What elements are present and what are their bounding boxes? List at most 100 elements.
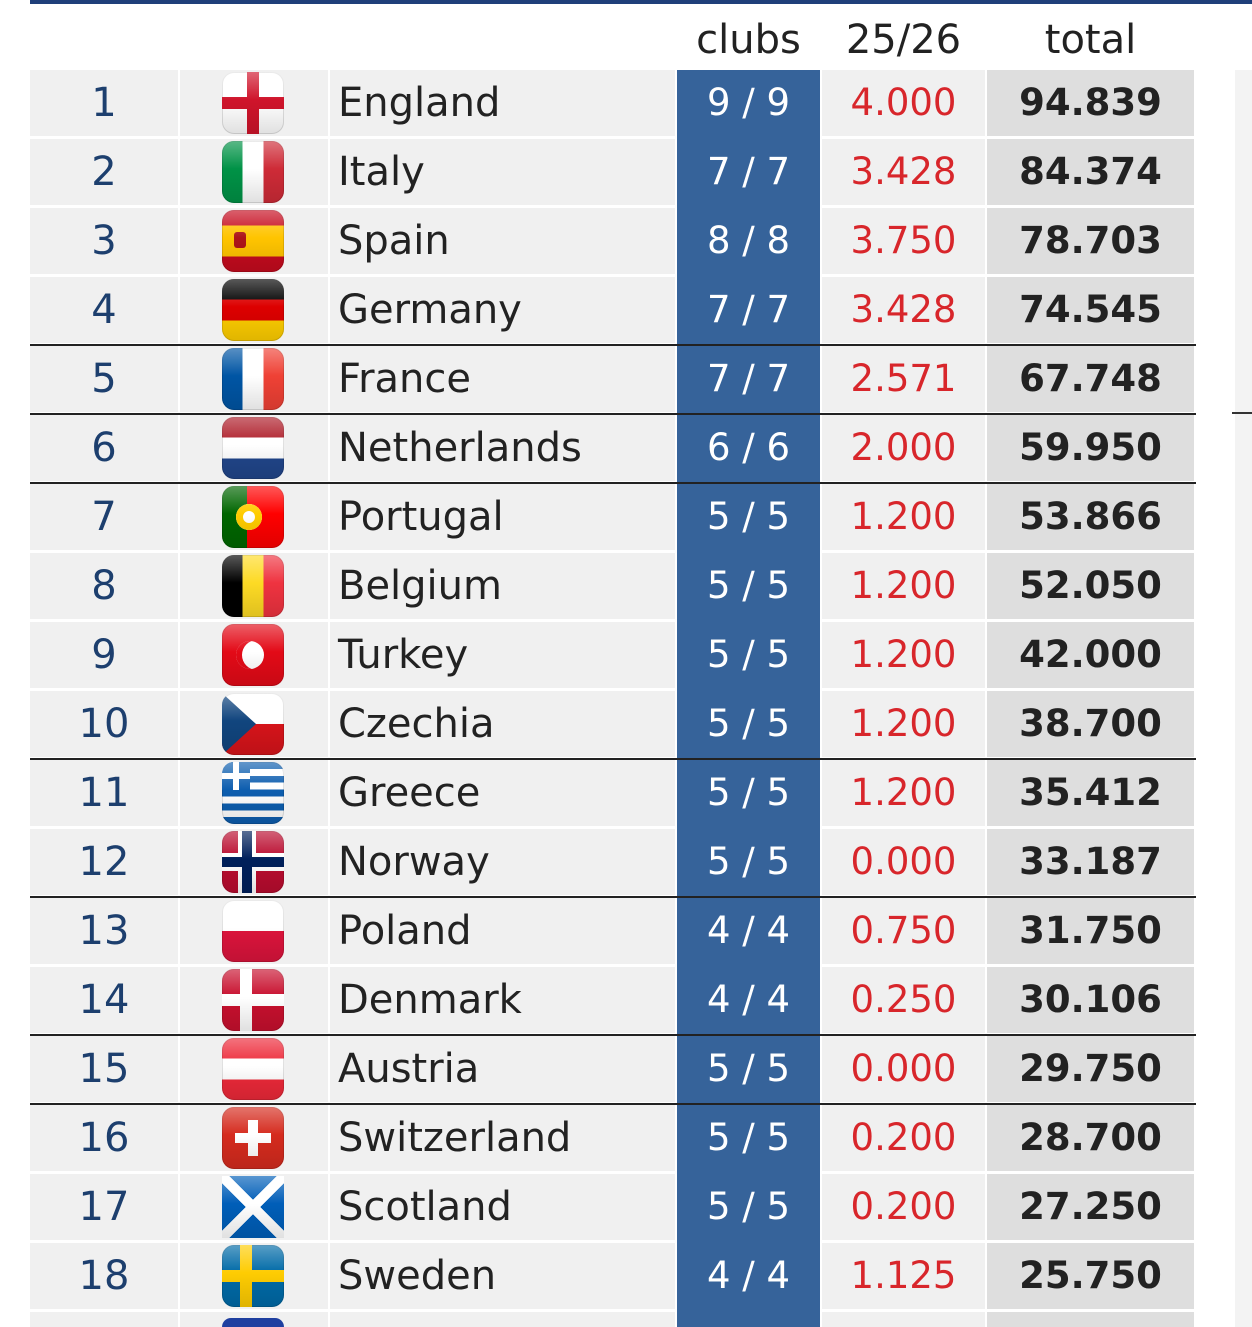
- flag-cell: [180, 760, 328, 826]
- flag-cell: [180, 1105, 328, 1171]
- country-name-cell[interactable]: Denmark: [330, 967, 675, 1033]
- table-row[interactable]: 15 Austria 5 / 5 0.000 29.750: [30, 1036, 1196, 1105]
- country-name[interactable]: Norway: [338, 839, 490, 885]
- clubs-cell: 7 / 7: [677, 139, 820, 208]
- table-row[interactable]: 12 Norway 5 / 5 0.000 33.187: [30, 829, 1196, 898]
- rank-cell: 13: [30, 898, 178, 964]
- flag-cell: [180, 1243, 328, 1309]
- country-name-cell[interactable]: Switzerland: [330, 1105, 675, 1171]
- country-name[interactable]: Turkey: [338, 632, 469, 678]
- season-points-cell: 0.200: [822, 1105, 985, 1171]
- country-name-cell[interactable]: Sweden: [330, 1243, 675, 1309]
- table-row[interactable]: 7 Portugal 5 / 5 1.200 53.866: [30, 484, 1196, 553]
- rank-cell: 18: [30, 1243, 178, 1309]
- table-row[interactable]: 6 Netherlands 6 / 6 2.000 59.950: [30, 415, 1196, 484]
- country-name[interactable]: Switzerland: [338, 1115, 572, 1161]
- table-row[interactable]: 18 Sweden 4 / 4 1.125 25.750: [30, 1243, 1196, 1312]
- season-points-cell: 0.750: [822, 898, 985, 964]
- table-header: clubs 25/26 total: [30, 4, 1196, 70]
- rank-cell: 9: [30, 622, 178, 688]
- season-points-cell: 3.750: [822, 208, 985, 274]
- country-name-cell[interactable]: England: [330, 70, 675, 136]
- clubs-cell: 5 / 5: [677, 553, 820, 622]
- country-name[interactable]: England: [338, 80, 501, 126]
- country-name[interactable]: Scotland: [338, 1184, 512, 1230]
- total-points-cell: 33.187: [987, 829, 1194, 895]
- country-name-cell[interactable]: Austria: [330, 1036, 675, 1102]
- flag-cell: [180, 553, 328, 619]
- country-name-cell[interactable]: Netherlands: [330, 415, 675, 481]
- table-row[interactable]: 16 Switzerland 5 / 5 0.200 28.700: [30, 1105, 1196, 1174]
- season-points-cell: 0.250: [822, 967, 985, 1033]
- table-row[interactable]: 10 Czechia 5 / 5 1.200 38.700: [30, 691, 1196, 760]
- season-points-cell: 1.200: [822, 553, 985, 619]
- row-separator: [30, 1034, 1196, 1036]
- country-name[interactable]: Austria: [338, 1046, 480, 1092]
- season-points-cell: 2.000: [822, 415, 985, 481]
- flag-cell: [180, 415, 328, 481]
- country-name-cell[interactable]: Scotland: [330, 1174, 675, 1240]
- country-name[interactable]: Sweden: [338, 1253, 497, 1299]
- country-name-cell[interactable]: Germany: [330, 277, 675, 343]
- clubs-cell: 7 / 7: [677, 277, 820, 346]
- country-name-cell[interactable]: Turkey: [330, 622, 675, 688]
- turkey-flag-icon: [222, 624, 284, 686]
- country-name-cell[interactable]: Belgium: [330, 553, 675, 619]
- denmark-flag-icon: [222, 969, 284, 1031]
- clubs-cell: 4 / 4: [677, 1243, 820, 1312]
- clubs-cell: 5 / 5: [677, 691, 820, 760]
- country-name[interactable]: Czechia: [338, 701, 495, 747]
- rank-cell: 17: [30, 1174, 178, 1240]
- country-name-cell[interactable]: Czechia: [330, 691, 675, 757]
- row-separator: [30, 896, 1196, 898]
- table-row[interactable]: 2 Italy 7 / 7 3.428 84.374: [30, 139, 1196, 208]
- total-points-cell: 28.700: [987, 1105, 1194, 1171]
- country-name[interactable]: Poland: [338, 908, 472, 954]
- rank-cell: 8: [30, 553, 178, 619]
- table-row[interactable]: 5 France 7 / 7 2.571 67.748: [30, 346, 1196, 415]
- country-name-cell[interactable]: Spain: [330, 208, 675, 274]
- table-row[interactable]: 9 Turkey 5 / 5 1.200 42.000: [30, 622, 1196, 691]
- season-points-cell: 1.200: [822, 691, 985, 757]
- country-name[interactable]: Italy: [338, 149, 425, 195]
- header-total: total: [1044, 17, 1137, 63]
- season-points-cell: 0.200: [822, 1174, 985, 1240]
- country-name[interactable]: Spain: [338, 218, 450, 264]
- netherlands-flag-icon: [222, 417, 284, 479]
- season-points-cell: 1.200: [822, 484, 985, 550]
- row-separator: [30, 413, 1196, 415]
- table-row[interactable]: 14 Denmark 4 / 4 0.250 30.106: [30, 967, 1196, 1036]
- total-points-cell: 53.866: [987, 484, 1194, 550]
- table-row[interactable]: 1 England 9 / 9 4.000 94.839: [30, 70, 1196, 139]
- country-name-cell[interactable]: Poland: [330, 898, 675, 964]
- flag-cell: [180, 208, 328, 274]
- country-name[interactable]: Germany: [338, 287, 522, 333]
- table-row[interactable]: 11 Greece 5 / 5 1.200 35.412: [30, 760, 1196, 829]
- table-row[interactable]: 4 Germany 7 / 7 3.428 74.545: [30, 277, 1196, 346]
- rank-cell: 1: [30, 70, 178, 136]
- country-name-cell[interactable]: Italy: [330, 139, 675, 205]
- table-row[interactable]: 17 Scotland 5 / 5 0.200 27.250: [30, 1174, 1196, 1243]
- season-points-cell: 3.428: [822, 139, 985, 205]
- table-row[interactable]: 3 Spain 8 / 8 3.750 78.703: [30, 208, 1196, 277]
- country-name[interactable]: France: [338, 356, 472, 402]
- table-row[interactable]: 13 Poland 4 / 4 0.750 31.750: [30, 898, 1196, 967]
- table-row[interactable]: 8 Belgium 5 / 5 1.200 52.050: [30, 553, 1196, 622]
- country-name[interactable]: Greece: [338, 770, 481, 816]
- flag-cell: [180, 691, 328, 757]
- season-points-cell: 4.000: [822, 70, 985, 136]
- country-name[interactable]: Denmark: [338, 977, 522, 1023]
- country-name[interactable]: Belgium: [338, 563, 502, 609]
- country-name[interactable]: Netherlands: [338, 425, 582, 471]
- country-name-cell[interactable]: Norway: [330, 829, 675, 895]
- country-name[interactable]: Portugal: [338, 494, 504, 540]
- header-season: 25/26: [845, 17, 962, 63]
- flag-cell: [180, 967, 328, 1033]
- flag-cell: [180, 70, 328, 136]
- flag-cell: [180, 346, 328, 412]
- country-name-cell[interactable]: France: [330, 346, 675, 412]
- england-flag-icon: [222, 72, 284, 134]
- total-points-cell: 27.250: [987, 1174, 1194, 1240]
- country-name-cell[interactable]: Portugal: [330, 484, 675, 550]
- country-name-cell[interactable]: Greece: [330, 760, 675, 826]
